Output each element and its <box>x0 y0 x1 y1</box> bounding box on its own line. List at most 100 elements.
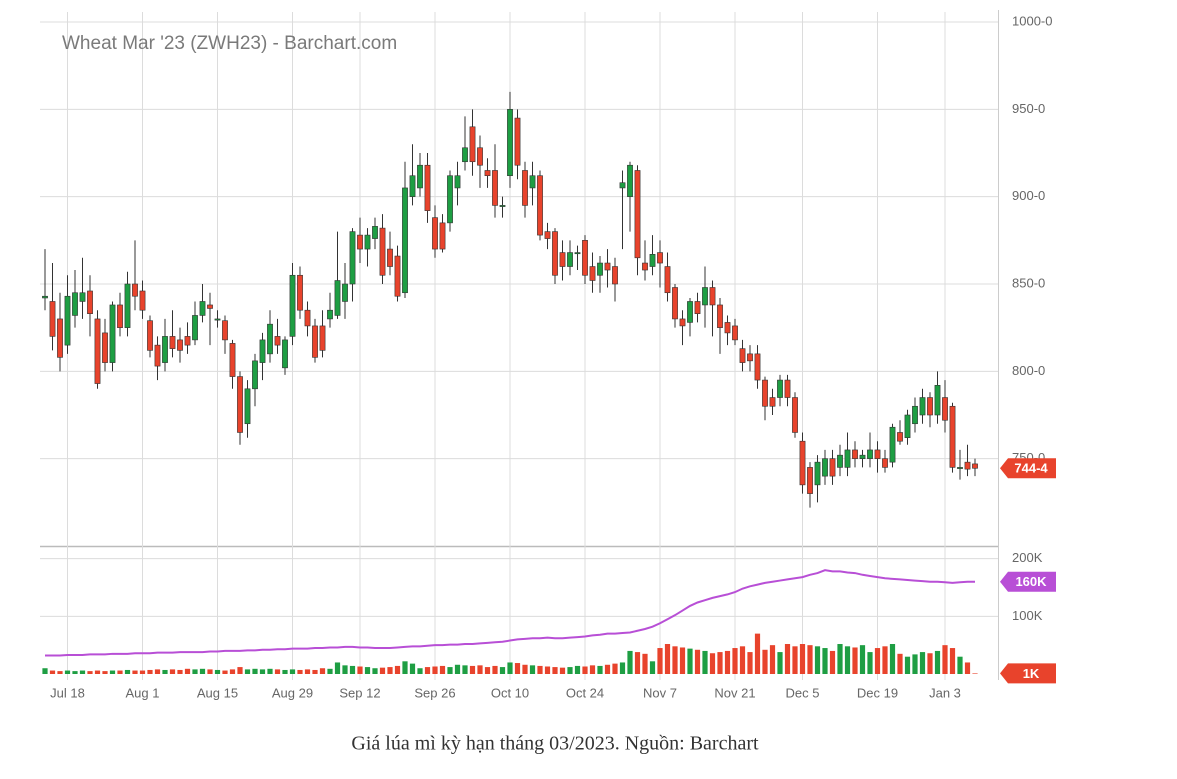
x-tick-label: Aug 1 <box>126 685 160 700</box>
candle-body <box>169 336 176 349</box>
volume-bar <box>102 671 108 674</box>
volume-bar <box>619 662 626 674</box>
volume-bar <box>942 645 948 674</box>
volume-bar <box>964 662 971 674</box>
candle-body <box>867 449 873 459</box>
volume-bar <box>177 669 183 674</box>
volume-bar <box>79 670 86 674</box>
volume-bar <box>222 670 228 674</box>
volume-bar <box>522 664 528 674</box>
candle-body <box>732 325 738 341</box>
x-tick-label: Sep 26 <box>414 685 455 700</box>
volume-bar <box>282 669 288 674</box>
caption: Giá lúa mì kỳ hạn tháng 03/2023. Nguồn: … <box>351 733 759 755</box>
volume-bar <box>394 665 401 674</box>
candle-body <box>244 388 251 425</box>
x-tick-label: Dec 5 <box>786 685 820 700</box>
candle-body <box>589 266 596 281</box>
volume-bar <box>687 648 693 674</box>
candle-body <box>544 231 551 239</box>
y-tick-label: 800-0 <box>1012 363 1045 378</box>
candle-body <box>657 252 663 264</box>
volume-bar <box>297 669 303 674</box>
volume-bar <box>747 652 753 674</box>
volume-bar <box>604 664 611 674</box>
volume-bar <box>289 669 296 674</box>
y-tick-label: 850-0 <box>1012 275 1045 290</box>
volume-bar <box>109 670 116 674</box>
candle-body <box>784 379 791 398</box>
candle-body <box>889 426 896 463</box>
candle-body <box>567 252 573 267</box>
volume-bar <box>439 665 446 674</box>
candle-body <box>154 344 161 367</box>
volume-bar <box>634 652 641 674</box>
volume-bar <box>612 663 618 674</box>
candle-body <box>972 463 978 469</box>
candle-body <box>42 295 48 299</box>
volume-bar <box>417 668 423 674</box>
volume-bar <box>379 667 386 674</box>
volume-bar <box>777 652 783 674</box>
candle-body <box>499 205 506 207</box>
volume-bar <box>372 668 378 674</box>
volume-bar <box>934 650 941 674</box>
volume-bar <box>664 644 671 674</box>
candle-body <box>754 353 761 381</box>
volume-bar <box>732 648 738 674</box>
volume-bar <box>162 669 168 674</box>
candle-body <box>664 266 671 294</box>
candle-body <box>919 397 926 416</box>
candle-body <box>769 397 776 407</box>
volume-bar <box>739 646 746 674</box>
volume-bar <box>627 650 633 674</box>
volume-bar <box>949 648 956 674</box>
volume-bar <box>334 662 341 674</box>
x-tick-label: Aug 15 <box>197 685 238 700</box>
y-tick-label: 900-0 <box>1012 188 1045 203</box>
volume-tick-label: 200K <box>1012 550 1043 565</box>
candle-body <box>927 397 933 416</box>
volume-bar <box>492 665 498 674</box>
candle-body <box>507 109 513 177</box>
volume-bar <box>214 669 221 674</box>
candle-body <box>274 336 281 346</box>
candle-body <box>649 254 656 267</box>
volume-bar <box>882 646 888 674</box>
candle-body <box>492 170 498 206</box>
volume-bar <box>792 646 798 674</box>
candle-body <box>582 240 588 276</box>
y-tick-label: 950-0 <box>1012 101 1045 116</box>
volume-bar <box>559 667 566 674</box>
x-tick-label: Sep 12 <box>339 685 380 700</box>
volume-bar <box>169 669 176 674</box>
volume-marker-label: 1K <box>1023 666 1040 681</box>
candle-body <box>162 336 168 363</box>
volume-bar <box>484 667 491 674</box>
candle-body <box>229 343 236 377</box>
volume-bar <box>42 668 48 674</box>
candle-body <box>484 170 491 177</box>
volume-bar <box>124 669 131 674</box>
candle-body <box>897 432 903 442</box>
volume-bar <box>957 656 963 674</box>
volume-bar <box>709 653 716 674</box>
oi-marker-label: 160K <box>1015 574 1047 589</box>
x-tick-label: Jan 3 <box>929 685 961 700</box>
x-tick-label: Jul 18 <box>50 685 85 700</box>
volume-bar <box>229 669 236 674</box>
volume-bar <box>672 646 678 674</box>
open-interest-line <box>45 569 975 657</box>
volume-bar <box>852 647 858 674</box>
candle-body <box>882 458 888 468</box>
volume-bar <box>754 633 761 674</box>
volume-bar <box>469 665 476 674</box>
volume-bar <box>679 647 686 674</box>
volume-bar <box>582 666 588 674</box>
candle-body <box>57 318 63 358</box>
marks <box>42 91 978 674</box>
candle-body <box>409 175 416 197</box>
volume-bar <box>657 648 663 674</box>
volume-bar <box>184 668 191 674</box>
candle-body <box>964 461 971 470</box>
